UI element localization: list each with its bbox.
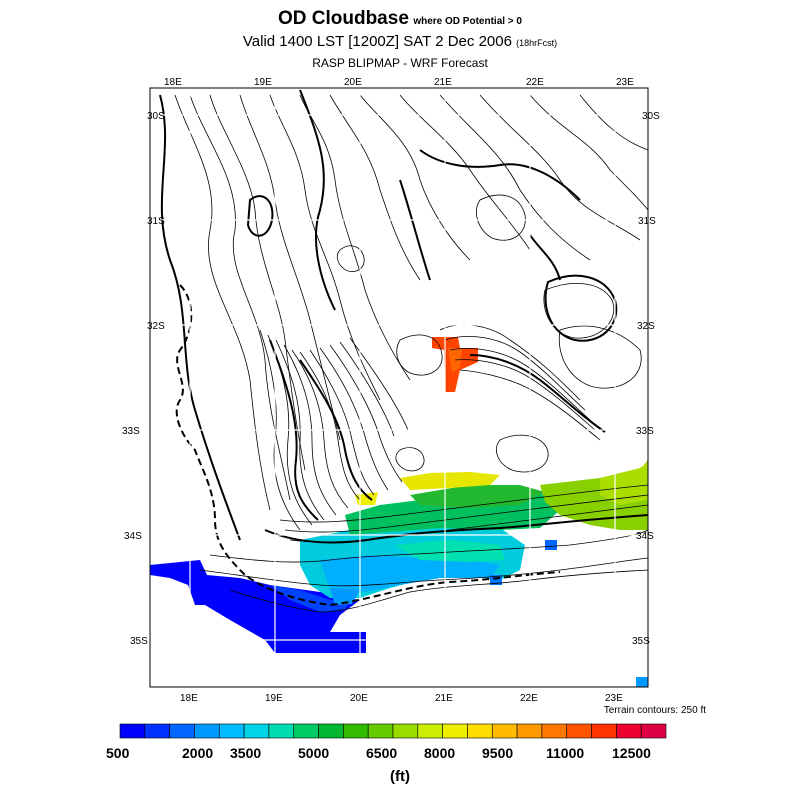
colorbar-swatch [343, 723, 369, 739]
left-lat-label: 30S [147, 111, 165, 122]
valid-time: Valid 1400 LST [1200Z] SAT 2 Dec 2006 (1… [0, 33, 800, 50]
colorbar-swatch [367, 723, 394, 739]
colorbar-swatch [392, 723, 419, 739]
top-lon-label: 21E [434, 77, 452, 88]
fill-yellow [400, 472, 500, 490]
right-lat-label: 34S [636, 531, 654, 542]
fill-blue [150, 560, 366, 653]
fill-aqua [395, 540, 505, 562]
colorbar-label: 2000 [182, 745, 213, 761]
left-lat-label: 34S [124, 531, 142, 542]
title-qualifier: where OD Potential > 0 [413, 16, 522, 27]
colorbar-swatch [144, 723, 170, 739]
graticule [150, 88, 648, 687]
terrain-note: Terrain contours: 250 ft [603, 705, 706, 716]
colorbar-swatch [591, 723, 617, 739]
bottom-lon-label: 23E [605, 693, 623, 704]
top-lon-label: 20E [344, 77, 362, 88]
colorbar-swatch [293, 723, 319, 739]
right-lat-label: 32S [637, 321, 655, 332]
colorbar-swatch [491, 723, 518, 739]
colorbar-swatch [516, 723, 543, 739]
terrain-contours-thick [159, 89, 649, 544]
colorbar-swatch [243, 723, 270, 739]
map-frame [149, 87, 649, 688]
left-lat-label: 33S [122, 426, 140, 437]
colorbar [119, 723, 667, 739]
colorbar-label: 6500 [366, 745, 397, 761]
colorbar-swatch [640, 723, 667, 739]
forecast-hour: (18hrFcst) [516, 38, 558, 48]
colorbar-swatch [169, 723, 195, 739]
right-lat-label: 31S [638, 216, 656, 227]
left-lat-label: 32S [147, 321, 165, 332]
colorbar-label: 8000 [424, 745, 455, 761]
colorbar-labels: 500 2000 3500 5000 6500 8000 9500 11000 … [106, 745, 651, 761]
fill-cell-sea [636, 677, 648, 687]
fill-yellowgreen [600, 462, 648, 505]
colorbar-swatch [566, 723, 592, 739]
colorbar-label: 3500 [230, 745, 261, 761]
forecast-source: RASP BLIPMAP - WRF Forecast [312, 56, 488, 70]
fill-green-dark [410, 485, 545, 508]
colorbar-swatch [616, 723, 642, 739]
fill-cell-blue2 [490, 575, 502, 585]
colorbar-label: 9500 [482, 745, 513, 761]
left-lat-label: 35S [130, 636, 148, 647]
top-longitude-labels: 18E 19E 20E 21E 22E 23E [164, 77, 634, 88]
colorbar-label: 500 [106, 745, 130, 761]
top-lon-label: 23E [616, 77, 634, 88]
colorbar-label: 12500 [612, 745, 651, 761]
right-lat-label: 33S [636, 426, 654, 437]
left-latitude-labels: 30S 31S 32S 33S 34S 35S [122, 111, 165, 647]
colorbar-swatch [541, 723, 568, 739]
colorbar-swatch [218, 723, 245, 739]
top-lon-label: 18E [164, 77, 182, 88]
bottom-lon-label: 18E [180, 693, 198, 704]
colorbar-swatch [442, 723, 468, 739]
colorbar-swatch [119, 723, 146, 739]
map-title: OD Cloudbase where OD Potential > 0 [0, 8, 800, 30]
right-latitude-labels: 30S 31S 32S 33S 34S 35S [632, 111, 660, 647]
fill-teal [320, 555, 500, 592]
colorbar-label: 5000 [298, 745, 329, 761]
top-lon-label: 22E [526, 77, 544, 88]
title-main: OD Cloudbase [277, 8, 409, 29]
colorbar-swatch [467, 723, 493, 739]
valid-text: Valid 1400 LST [1200Z] SAT 2 Dec 2006 [242, 33, 512, 50]
bottom-lon-label: 21E [435, 693, 453, 704]
colorbar-swatch [268, 723, 295, 739]
bottom-longitude-labels: 18E 19E 20E 21E 22E 23E [180, 693, 623, 704]
colorbar-label: 11000 [546, 745, 584, 761]
bottom-lon-label: 20E [350, 693, 368, 704]
fill-blue-mid [270, 585, 350, 612]
colorbar-swatch [194, 723, 220, 739]
left-lat-label: 31S [147, 216, 165, 227]
bottom-lon-label: 19E [265, 693, 283, 704]
right-lat-label: 30S [642, 111, 660, 122]
colorbar-swatch [417, 723, 443, 739]
coastline [175, 284, 561, 607]
fill-yellow-w [355, 492, 378, 505]
right-lat-label: 35S [632, 636, 650, 647]
fill-cell-blue [545, 540, 557, 550]
bottom-lon-label: 22E [520, 693, 538, 704]
cloudbase-fill [150, 337, 648, 687]
top-lon-label: 19E [254, 77, 272, 88]
colorbar-swatch [318, 723, 344, 739]
colorbar-unit: (ft) [390, 768, 410, 785]
